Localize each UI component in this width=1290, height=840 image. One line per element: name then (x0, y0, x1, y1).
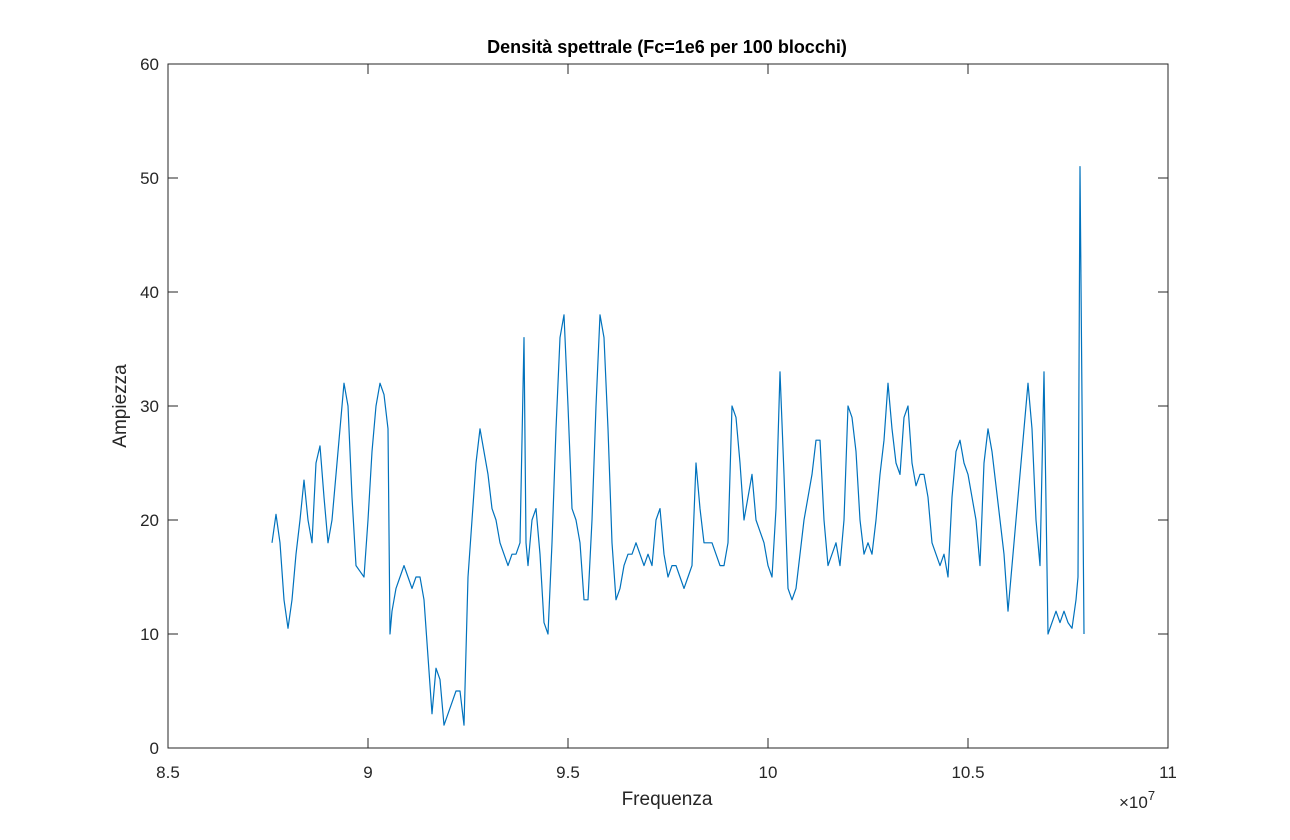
x-axis-label: Frequenza (622, 789, 713, 810)
x-axis-multiplier-exponent: 7 (1148, 788, 1155, 803)
y-tick-label: 40 (140, 283, 159, 302)
y-tick-label: 50 (140, 169, 159, 188)
x-axis-ticks: 8.5 9 9.5 10 10.5 11 (156, 64, 1177, 782)
x-axis-multiplier: ×107 (1119, 788, 1155, 812)
plot-series-group (271, 166, 1085, 726)
y-axis-ticks: 0 10 20 30 40 50 60 (140, 55, 1168, 758)
chart-title: Densità spettrale (Fc=1e6 per 100 blocch… (487, 37, 847, 57)
plot-area (167, 63, 1169, 749)
x-tick-label: 9.5 (556, 763, 580, 782)
x-tick-label: 8.5 (156, 763, 180, 782)
series-line (271, 166, 1085, 726)
y-tick-label: 0 (150, 739, 159, 758)
x-tick-label: 10 (759, 763, 778, 782)
y-tick-label: 60 (140, 55, 159, 74)
x-tick-label: 10.5 (951, 763, 984, 782)
y-axis-label: Ampiezza (110, 364, 131, 448)
x-tick-label: 11 (1159, 763, 1177, 782)
x-axis-multiplier-base: ×10 (1119, 793, 1148, 812)
x-tick-label: 9 (363, 763, 372, 782)
y-tick-label: 20 (140, 511, 159, 530)
y-tick-label: 10 (140, 625, 159, 644)
y-tick-label: 30 (140, 397, 159, 416)
